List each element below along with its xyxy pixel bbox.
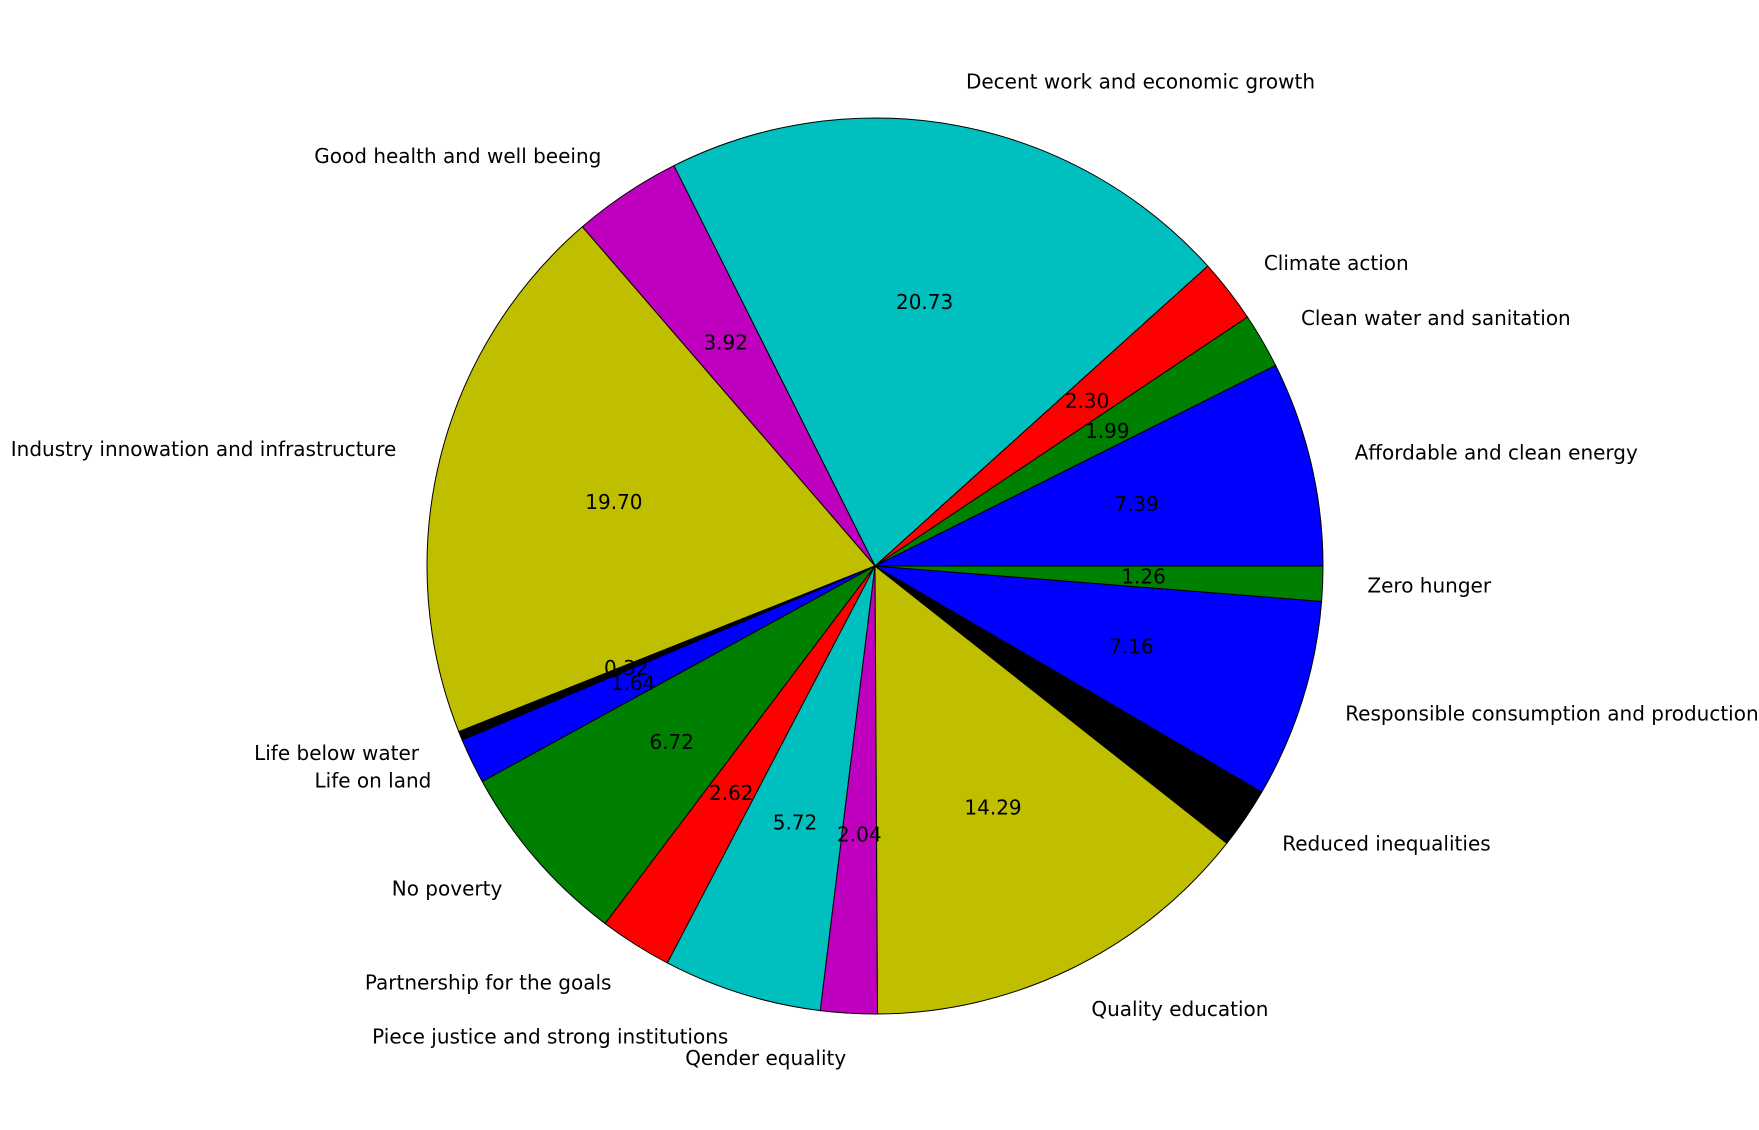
pie-percent-label: 3.92 [703,330,748,354]
pie-slice-labels: Affordable and clean energy Clean water a… [11,70,1759,1070]
pie-percent-label: 2.04 [837,822,882,846]
pie-label-partnership-for-the-goals: Partnership for the goals [365,970,612,994]
pie-percent-label: 14.29 [964,796,1021,820]
pie-slice-affordable-and-clean-energy [874,364,1324,567]
pie-percent-label: 1.99 [1085,419,1130,443]
pie-percent-label: 7.39 [1114,492,1159,516]
pie-label-life-below-water: Life below water [254,741,420,765]
pie-label-climate-action: Climate action [1264,251,1409,275]
pie-label-piece-justice-and-strong-institutions: Piece justice and strong institutions [372,1024,728,1048]
pie-percent-label: 20.73 [896,290,953,314]
pie-label-reduced-inequalities: Reduced inequalities [1282,832,1490,856]
pie-label-no-poverty: No poverty [392,876,503,900]
pie-label-clean-water-and-sanitation: Clean water and sanitation [1301,306,1571,330]
pie-slice-quality-education [874,564,1228,1015]
pie-slice-responsible-consumption-and-production [874,565,1323,793]
pie-percent-label: 7.16 [1109,634,1154,658]
pie-percent-label: 1.26 [1121,565,1166,589]
pie-slice-zero-hunger [874,565,1324,602]
pie-percent-label: 1.64 [611,671,656,695]
pie-slice-decent-work-and-economic-growth [673,117,1209,567]
pie-slice-no-poverty [481,565,876,925]
pie-percent-label: 0.32 [604,656,649,680]
pie-slice-piece-justice-and-strong-institutions [666,565,876,1012]
pie-label-quality-education: Quality education [1091,997,1268,1021]
pie-label-qender-equality: Qender equality [685,1046,846,1070]
pie-percent-label: 2.30 [1065,389,1110,413]
pie-slice-industry-innowation-and-infrastructure [426,226,876,733]
pie-percent-label: 6.72 [649,730,694,754]
pie-label-decent-work-and-economic-growth: Decent work and economic growth [966,70,1315,94]
pie-label-life-on-land: Life on land [315,769,432,793]
pie-slices [426,117,1324,1015]
pie-label-good-health-and-well-beeing: Good health and well beeing [314,144,601,168]
pie-label-zero-hunger: Zero hunger [1367,574,1491,598]
pie-percent-label: 2.62 [709,781,754,805]
pie-label-affordable-and-clean-energy: Affordable and clean energy [1355,441,1638,465]
pie-percent-label: 19.70 [585,490,642,514]
pie-label-industry-innowation-and-infrastructure: Industry innowation and infrastructure [11,437,397,461]
pie-label-responsible-consumption-and-production: Responsible consumption and production [1345,702,1758,726]
pie-percent-label: 5.72 [773,811,818,835]
pie-percent-labels: 7.39 1.99 2.30 20.73 3.92 19.70 0.321.64 6.72 2.… [585,290,1166,847]
